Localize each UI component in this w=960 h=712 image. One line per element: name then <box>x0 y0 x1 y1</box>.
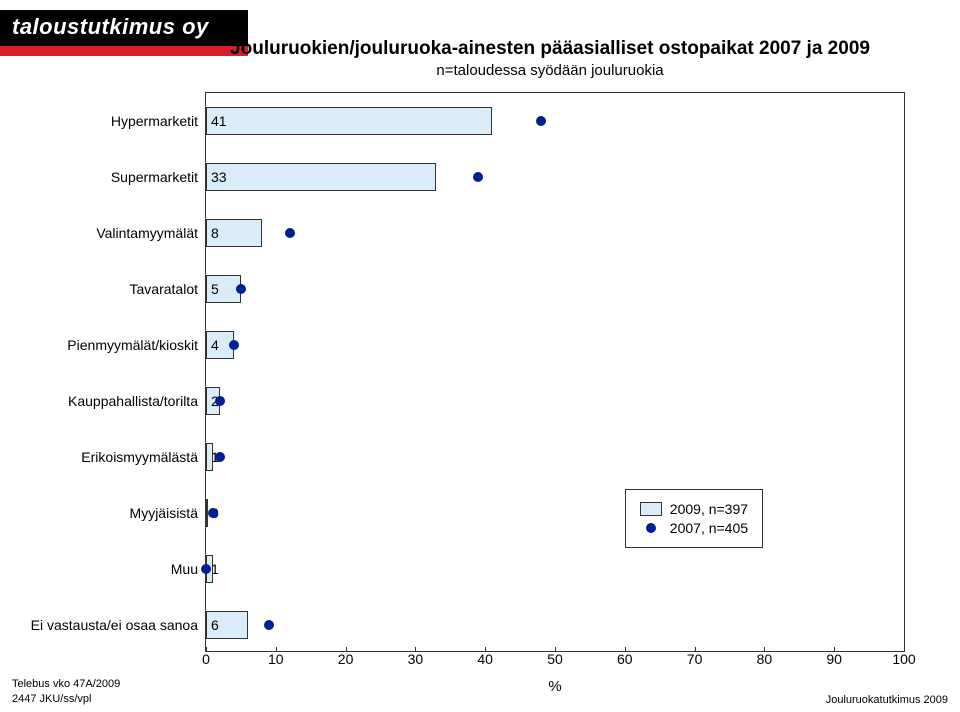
category-label: Pienmyymälät/kioskit <box>67 337 206 353</box>
legend-label: 2009, n=397 <box>670 501 748 517</box>
category-label: Ei vastausta/ei osaa sanoa <box>31 617 206 633</box>
chart-row: Myyjäisistä0 <box>206 485 904 541</box>
chart-title: Jouluruokien/jouluruoka-ainesten pääasia… <box>180 38 920 60</box>
footer-right: Jouluruokatutkimus 2009 <box>826 694 948 706</box>
bar-2009: 1 <box>206 443 213 471</box>
point-2007 <box>201 564 211 574</box>
chart-row: Supermarketit33 <box>206 149 904 205</box>
x-tick-label: 50 <box>547 651 563 667</box>
category-label: Supermarketit <box>111 169 206 185</box>
bar-value-label: 6 <box>211 617 219 633</box>
legend-dot <box>646 523 656 533</box>
point-2007 <box>215 396 225 406</box>
x-tick-label: 20 <box>338 651 354 667</box>
x-tick-label: 0 <box>202 651 210 667</box>
x-tick-label: 70 <box>687 651 703 667</box>
point-2007 <box>264 620 274 630</box>
legend-label: 2007, n=405 <box>670 520 748 536</box>
point-2007 <box>208 508 218 518</box>
x-tick-label: 40 <box>477 651 493 667</box>
bar-value-label: 33 <box>211 169 227 185</box>
chart-row: Hypermarketit41 <box>206 93 904 149</box>
x-tick-label: 10 <box>268 651 284 667</box>
legend-row: 2007, n=405 <box>640 520 748 536</box>
x-tick-label: 80 <box>757 651 773 667</box>
point-2007 <box>473 172 483 182</box>
chart-row: Muu1 <box>206 541 904 597</box>
category-label: Erikoismyymälästä <box>81 449 206 465</box>
chart-row: Valintamyymälät8 <box>206 205 904 261</box>
title-block: Jouluruokien/jouluruoka-ainesten pääasia… <box>180 38 920 79</box>
category-label: Kauppahallista/torilta <box>68 393 206 409</box>
bar-2009: 8 <box>206 219 262 247</box>
bar-value-label: 5 <box>211 281 219 297</box>
bar-value-label: 4 <box>211 337 219 353</box>
footer-left-line1: Telebus vko 47A/2009 <box>12 677 120 691</box>
x-tick-label: 90 <box>826 651 842 667</box>
bar-value-label: 8 <box>211 225 219 241</box>
category-label: Valintamyymälät <box>96 225 206 241</box>
chart-area: 0102030405060708090100 % Hypermarketit41… <box>0 92 960 672</box>
category-label: Hypermarketit <box>111 113 206 129</box>
legend-swatch <box>640 502 662 516</box>
point-2007 <box>229 340 239 350</box>
point-2007 <box>285 228 295 238</box>
bar-2009: 41 <box>206 107 492 135</box>
x-axis-title: % <box>548 678 561 695</box>
legend: 2009, n=397 2007, n=405 <box>625 489 763 548</box>
legend-dot-box <box>640 521 662 535</box>
chart-row: Kauppahallista/torilta2 <box>206 373 904 429</box>
x-tick-label: 60 <box>617 651 633 667</box>
category-label: Myyjäisistä <box>130 505 206 521</box>
chart-row: Tavaratalot5 <box>206 261 904 317</box>
category-label: Tavaratalot <box>130 281 206 297</box>
chart-row: Erikoismyymälästä1 <box>206 429 904 485</box>
footer-left: Telebus vko 47A/2009 2447 JKU/ss/vpl <box>12 677 120 706</box>
point-2007 <box>536 116 546 126</box>
chart-row: Ei vastausta/ei osaa sanoa6 <box>206 597 904 653</box>
bar-value-label: 41 <box>211 113 227 129</box>
x-axis: 0102030405060708090100 <box>206 651 904 675</box>
bar-2009: 6 <box>206 611 248 639</box>
chart-subtitle: n=taloudessa syödään jouluruokia <box>180 62 920 79</box>
x-tick-label: 100 <box>892 651 915 667</box>
plot-region: 0102030405060708090100 % Hypermarketit41… <box>205 92 905 652</box>
bar-value-label: 1 <box>211 561 219 577</box>
legend-row: 2009, n=397 <box>640 501 748 517</box>
bar-2009: 33 <box>206 163 436 191</box>
footer-left-line2: 2447 JKU/ss/vpl <box>12 692 120 706</box>
point-2007 <box>236 284 246 294</box>
chart-row: Pienmyymälät/kioskit4 <box>206 317 904 373</box>
x-tick-label: 30 <box>408 651 424 667</box>
point-2007 <box>215 452 225 462</box>
